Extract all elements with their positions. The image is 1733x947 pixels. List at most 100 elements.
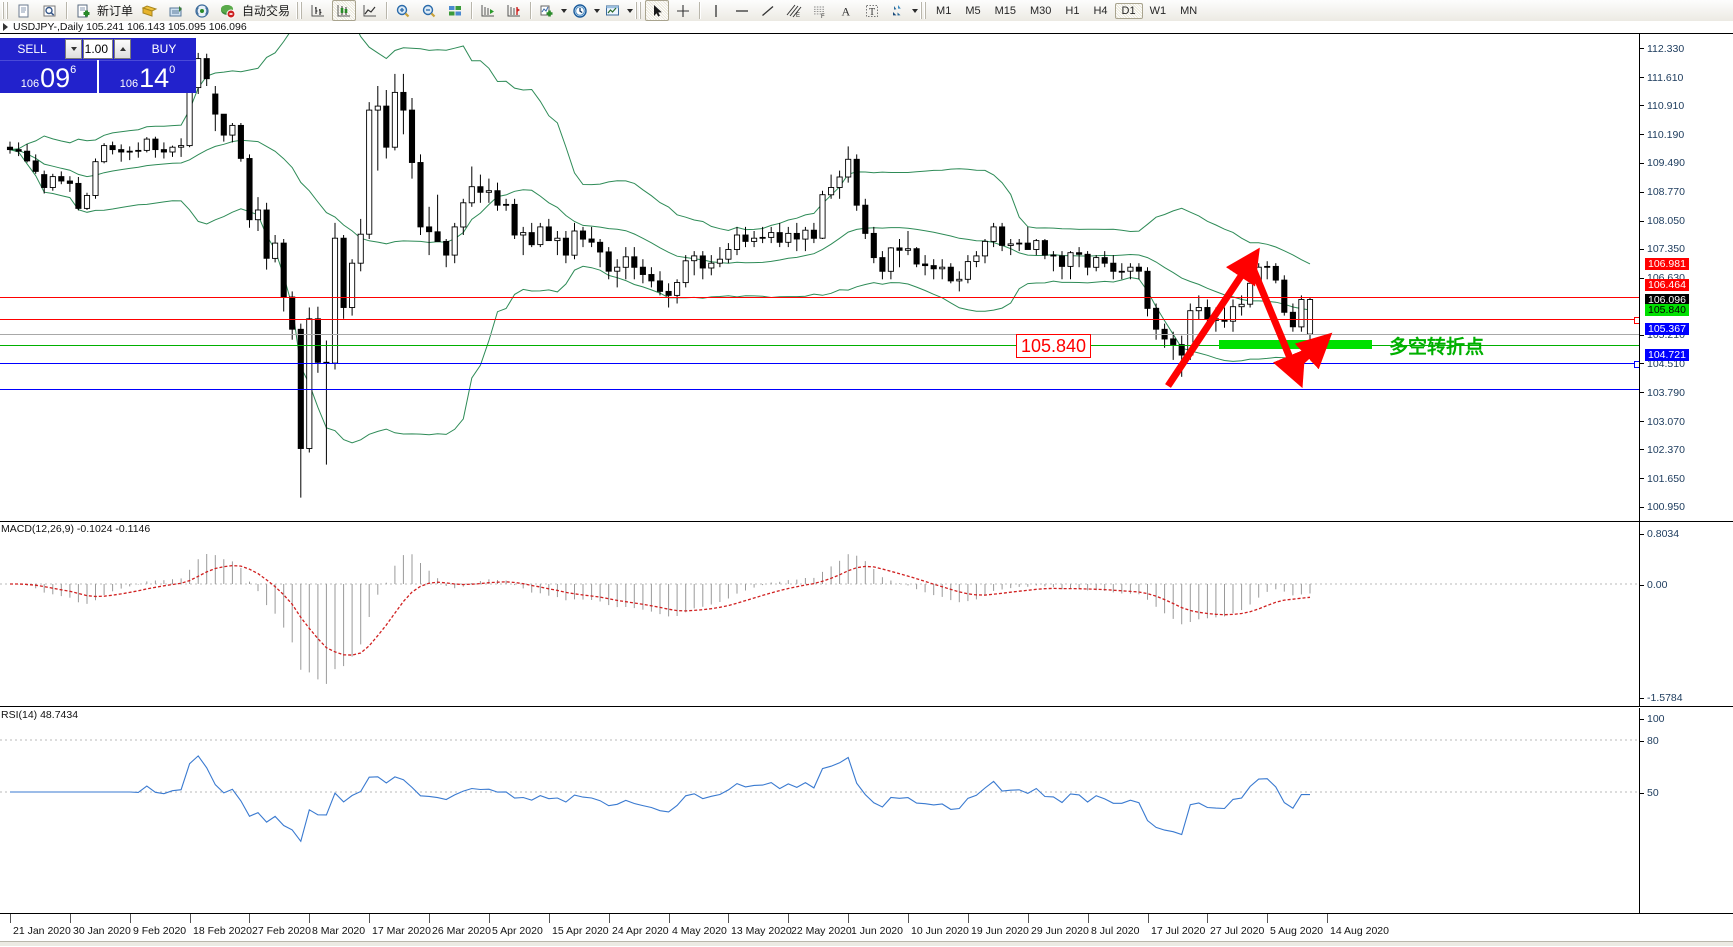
auto-trading-icon[interactable] <box>216 0 240 21</box>
new-order-label[interactable]: 新订单 <box>97 4 134 18</box>
price-scale[interactable]: 112.330 111.610 110.910 110.190 109.490 108.7… <box>1639 34 1733 521</box>
chart-expand-icon[interactable] <box>3 23 8 31</box>
auto-scroll-icon[interactable] <box>502 0 526 21</box>
vertical-line-icon[interactable] <box>704 0 728 21</box>
svg-text:A: A <box>842 4 851 18</box>
candlestick-chart-icon[interactable] <box>332 0 357 21</box>
support-line-105367[interactable] <box>0 363 1640 364</box>
macd-tick-min: -1.5784 <box>1640 692 1683 704</box>
date-tick <box>249 914 250 923</box>
timeframe-m1[interactable]: M1 <box>936 4 952 17</box>
date-label: 17 Mar 2020 <box>372 925 431 937</box>
shapes-dropdown-caret[interactable] <box>912 8 919 13</box>
sell-price-fraction: 6 <box>70 64 77 76</box>
sell-button[interactable]: SELL <box>0 38 64 60</box>
date-tick <box>309 914 310 923</box>
symbol-header: USDJPY-,Daily 105.241 106.143 105.095 10… <box>0 21 1733 33</box>
tile-windows-icon[interactable] <box>443 0 467 21</box>
indicators-dropdown-caret[interactable] <box>561 8 568 13</box>
templates-icon[interactable] <box>601 0 625 21</box>
magnifier-chart-icon[interactable] <box>38 0 62 21</box>
date-tick <box>190 914 191 923</box>
timeframe-m30[interactable]: M30 <box>1030 4 1052 17</box>
date-label: 17 Jul 2020 <box>1151 925 1206 937</box>
support-level-2-tag[interactable]: 104.721 <box>1645 349 1689 361</box>
rsi-scale[interactable]: 100 80 50 <box>1639 708 1733 914</box>
price-tick: 103.070 <box>1640 416 1685 428</box>
support-level-1-tag[interactable]: 105.367 <box>1645 322 1689 335</box>
zoom-in-icon[interactable] <box>391 0 415 21</box>
toolbar-grip[interactable] <box>2 2 9 19</box>
support-line-104721[interactable] <box>0 389 1640 390</box>
macd-scale[interactable]: 0.8034 0.00 -1.5784 <box>1639 522 1733 706</box>
templates-dropdown-caret[interactable] <box>627 8 634 13</box>
last-price-line[interactable] <box>0 334 1640 335</box>
price-tick: 103.790 <box>1640 387 1685 399</box>
resistance-level-1-tag[interactable]: 106.981 <box>1645 257 1689 270</box>
channel-icon[interactable]: E <box>782 0 806 21</box>
date-tick <box>1148 914 1149 923</box>
pivot-line-105840[interactable] <box>0 345 1640 346</box>
timeframe-m15[interactable]: M15 <box>994 4 1016 17</box>
date-label: 8 Mar 2020 <box>312 925 366 937</box>
timeframe-h4[interactable]: H4 <box>1093 4 1108 17</box>
text-label-icon[interactable]: A <box>834 0 858 21</box>
new-order-icon[interactable] <box>71 0 95 21</box>
update-icon[interactable] <box>164 0 188 21</box>
rsi-tick-50: 50 <box>1640 787 1659 799</box>
auto-trading-label[interactable]: 自动交易 <box>242 4 291 18</box>
price-annotation-box[interactable]: 105.840 <box>1016 334 1092 358</box>
one-click-trading-panel[interactable]: SELL 1.00 BUY 106 09 6 106 14 <box>0 38 196 93</box>
toolbar-grip-3[interactable] <box>635 2 643 19</box>
horizontal-line-icon[interactable] <box>730 0 754 21</box>
timeframe-mn[interactable]: MN <box>1180 4 1198 17</box>
rsi-pane[interactable]: RSI(14) 48.7434 <box>0 708 1640 914</box>
line-chart-icon[interactable] <box>358 0 382 21</box>
document-icon[interactable] <box>12 0 36 21</box>
buy-price-display[interactable]: 106 14 0 <box>99 60 196 93</box>
period-dropdown-caret[interactable] <box>594 8 601 13</box>
toolbar-grip-4[interactable] <box>920 2 928 19</box>
buy-price-main: 14 <box>139 63 170 93</box>
date-tick <box>669 914 670 923</box>
volume-decrease-button[interactable] <box>65 39 82 59</box>
price-tick: 110.190 <box>1640 129 1684 141</box>
folder-icon[interactable] <box>138 0 162 21</box>
text-icon[interactable]: T <box>860 0 884 21</box>
trendline-icon[interactable] <box>756 0 780 21</box>
timeframe-w1[interactable]: W1 <box>1149 4 1167 17</box>
volume-control[interactable]: 1.00 <box>64 38 132 60</box>
chinese-annotation-label[interactable]: 多空转折点 <box>1389 337 1485 358</box>
toolbar-grip-2[interactable] <box>296 2 304 19</box>
chart-shift-icon[interactable] <box>476 0 500 21</box>
cursor-icon[interactable] <box>645 0 670 21</box>
volume-input[interactable]: 1.00 <box>83 39 113 59</box>
macd-pane[interactable]: MACD(12,26,9) -0.1024 -0.1146 <box>0 522 1640 706</box>
period-icon[interactable] <box>568 0 592 21</box>
date-label: 14 Aug 2020 <box>1330 925 1389 937</box>
zoom-out-icon[interactable] <box>417 0 441 21</box>
signal-icon[interactable] <box>190 0 214 21</box>
date-label: 27 Jul 2020 <box>1210 925 1265 937</box>
volume-increase-button[interactable] <box>114 39 131 59</box>
resistance-line-106464[interactable] <box>0 319 1640 320</box>
pivot-level-tag[interactable]: 105.840 <box>1645 303 1689 316</box>
sell-price-display[interactable]: 106 09 6 <box>0 60 97 93</box>
price-pane[interactable] <box>0 34 1640 521</box>
svg-text:T: T <box>869 7 875 18</box>
crosshair-icon[interactable] <box>671 0 695 21</box>
shapes-icon[interactable] <box>886 0 910 21</box>
green-support-band[interactable] <box>1219 340 1372 349</box>
buy-button[interactable]: BUY <box>132 38 196 60</box>
resistance-line-106981[interactable] <box>0 297 1640 298</box>
bar-chart-icon[interactable] <box>306 0 330 21</box>
indicators-icon[interactable] <box>535 0 559 21</box>
fibonacci-icon[interactable]: F <box>808 0 832 21</box>
date-tick <box>848 914 849 923</box>
timeframe-h1[interactable]: H1 <box>1065 4 1080 17</box>
last-price-tag[interactable]: 106.096 <box>1645 293 1689 306</box>
timeframe-d1[interactable]: D1 <box>1114 2 1143 19</box>
timeframe-m5[interactable]: M5 <box>965 4 981 17</box>
resistance-level-2-tag[interactable]: 106.464 <box>1645 278 1689 291</box>
date-tick <box>549 914 550 923</box>
